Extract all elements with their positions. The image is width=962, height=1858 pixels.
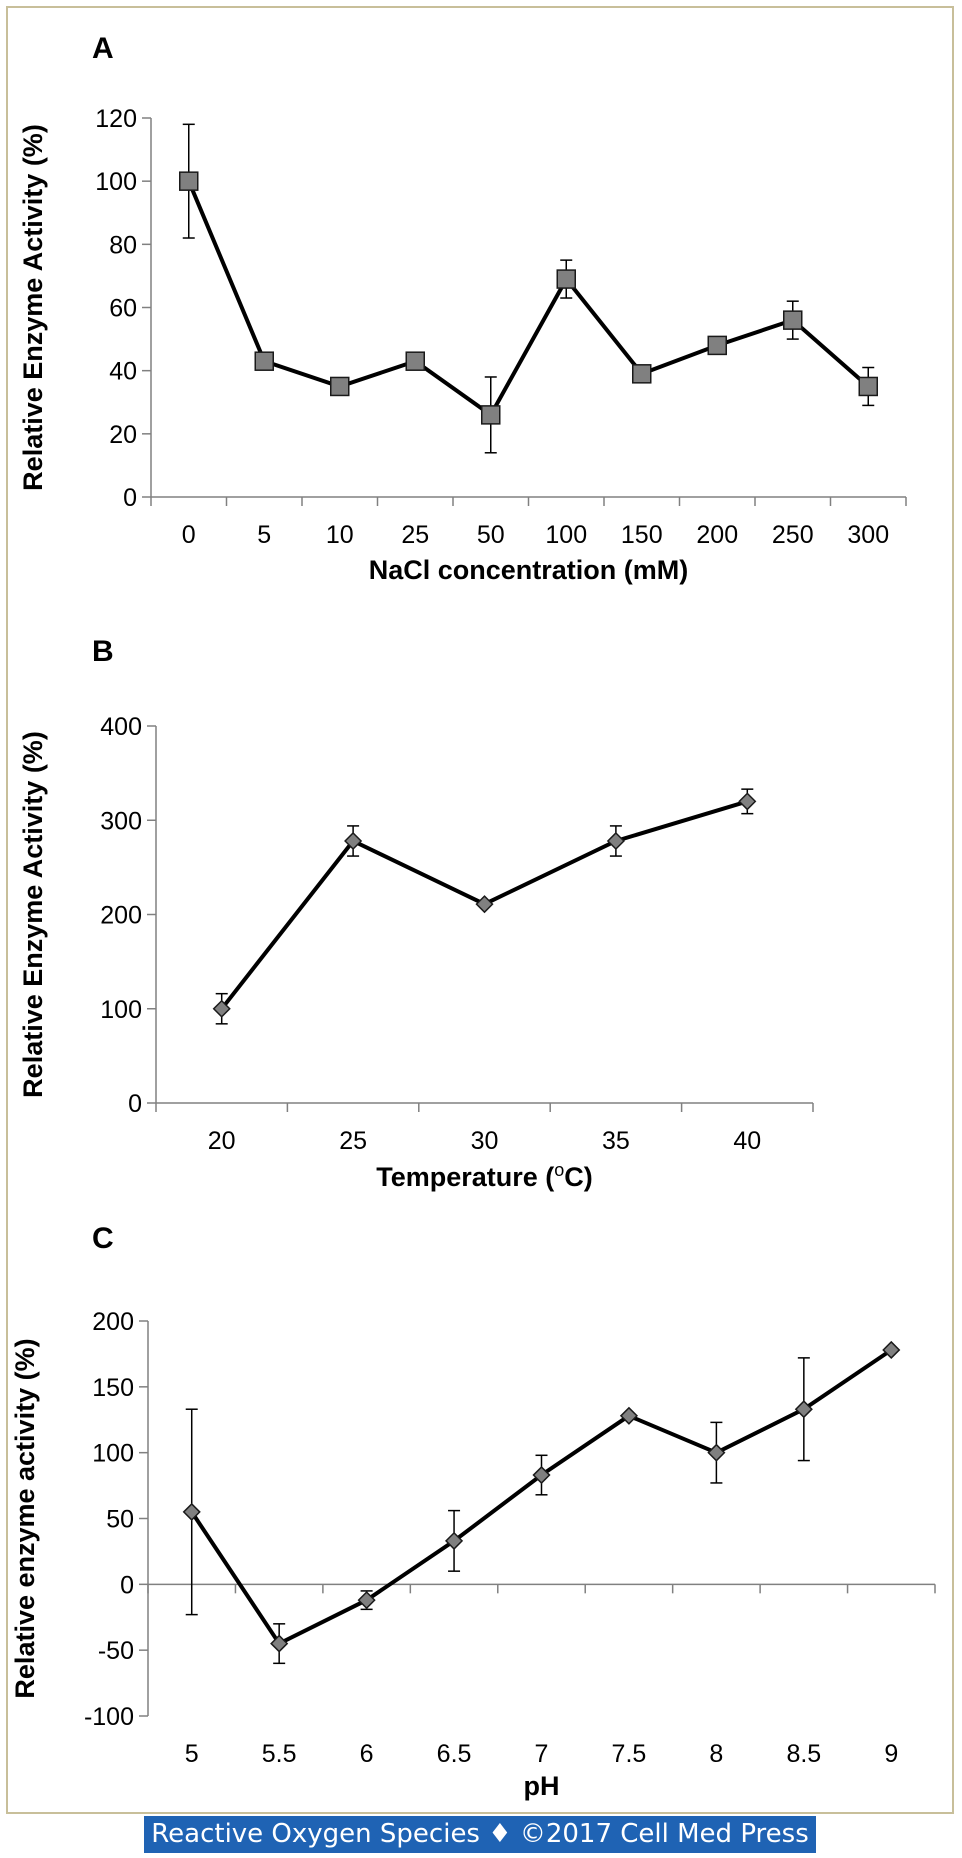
panel-c-label: C (92, 1222, 114, 1255)
panel-b-data-point (475, 895, 494, 914)
panel-a-label: A (92, 32, 114, 65)
panel-c-x-tick-label: 7 (535, 1740, 549, 1768)
panel-a-x-tick-label: 5 (257, 521, 271, 549)
panel-b-y-tick-label: 300 (100, 807, 142, 835)
panel-a-x-tick-label: 25 (401, 521, 429, 549)
panel-c-data-point (794, 1400, 813, 1419)
panel-c-x-tick-label: 8.5 (786, 1740, 821, 1768)
panel-a-y-tick-label: 20 (109, 421, 137, 449)
panel-c-y-tick-label: -100 (84, 1703, 134, 1731)
panel-c-data-point (270, 1634, 289, 1653)
panel-a-x-tick-label: 10 (326, 521, 354, 549)
panel-c-x-tick-label: 8 (709, 1740, 723, 1768)
panel-a-data-point (481, 405, 501, 425)
panel-b-x-tick-label: 40 (733, 1127, 761, 1155)
panel-c-data-point (882, 1340, 901, 1360)
panel-a-data-point (556, 269, 576, 289)
panel-c-data-point (357, 1591, 376, 1610)
panel-b-data-point (738, 792, 757, 811)
panel-a-y-tick-label: 80 (109, 231, 137, 259)
panel-a-series-line (186, 180, 870, 418)
panel-c-x-tick-label: 5.5 (262, 1740, 297, 1768)
panel-a-data-point (330, 376, 350, 397)
panel-b-y-axis-title: Relative Enzyme Activity (%) (18, 731, 48, 1098)
panel-b-y-tick-label: 200 (100, 902, 142, 930)
panel-a-x-tick-label: 200 (696, 521, 738, 549)
panel-c-x-tick-label: 6.5 (437, 1740, 472, 1768)
panel-a-data-point (405, 351, 425, 371)
panel-b-data-point (606, 831, 625, 851)
panel-c-data-point (444, 1531, 464, 1550)
panel-c-y-axis-title: Relative enzyme activity (%) (10, 1338, 40, 1698)
panel-a-data-point (179, 171, 199, 191)
panel-c-x-tick-label: 6 (360, 1740, 374, 1768)
panel-c-y-tick-label: 50 (106, 1506, 134, 1534)
panel-c-data-point (532, 1465, 551, 1485)
journal-footer: Reactive Oxygen Species ♦ ©2017 Cell Med… (144, 1816, 816, 1853)
panel-a-y-tick-label: 0 (123, 484, 137, 512)
panel-a-x-tick-label: 150 (621, 521, 663, 549)
panel-c-x-tick-label: 9 (884, 1740, 898, 1768)
panel-a-data-point (783, 310, 803, 330)
panel-b-x-tick-label: 30 (471, 1127, 499, 1155)
panel-a-y-tick-label: 60 (109, 295, 137, 323)
panel-c-x-tick-label: 5 (185, 1740, 199, 1768)
panel-a-data-point (254, 351, 274, 371)
panel-b-y-tick-label: 100 (100, 996, 142, 1024)
panel-c-series-line (190, 1348, 893, 1647)
panel-a-x-tick-label: 50 (477, 521, 505, 549)
panel-a-x-tick-label: 300 (847, 521, 889, 549)
panel-a-y-tick-label: 40 (109, 358, 137, 386)
panel-b-label: B (92, 635, 114, 668)
panel-b-y-tick-label: 0 (128, 1090, 142, 1118)
panel-c-x-axis-title: pH (524, 1771, 560, 1801)
panel-a-y-tick-label: 100 (95, 168, 137, 196)
panel-c-data-point (182, 1502, 201, 1521)
panel-a-x-tick-label: 100 (545, 521, 587, 549)
panel-a-data-point (632, 364, 652, 384)
panel-b-data-point (212, 999, 231, 1018)
panel-c-y-tick-label: 0 (120, 1571, 134, 1599)
panel-c-data-point (707, 1443, 726, 1462)
panel-a-y-axis-title: Relative Enzyme Activity (%) (18, 124, 48, 491)
panel-a-data-point (858, 376, 878, 397)
panel-a-x-tick-label: 0 (182, 521, 196, 549)
panel-b-x-tick-label: 25 (339, 1127, 367, 1155)
panel-b-x-tick-label: 20 (208, 1127, 236, 1155)
panel-a-x-axis-title: NaCl concentration (mM) (369, 555, 689, 585)
panel-a-data-point (707, 335, 727, 356)
panel-c-y-tick-label: -50 (98, 1637, 134, 1665)
panel-b-data-point (344, 831, 363, 851)
panel-b-x-tick-label: 35 (602, 1127, 630, 1155)
panel-b-x-axis-title: Temperature (oC) (376, 1160, 593, 1192)
panel-c-y-tick-label: 200 (92, 1308, 134, 1336)
panel-c-x-tick-label: 7.5 (612, 1740, 647, 1768)
panel-b-y-tick-label: 400 (100, 713, 142, 741)
panel-a-x-tick-label: 250 (772, 521, 814, 549)
figure-frame (6, 6, 954, 1814)
panel-c-data-point (619, 1406, 639, 1425)
panel-c-y-tick-label: 100 (92, 1440, 134, 1468)
panel-a-y-tick-label: 120 (95, 105, 137, 133)
panel-c-y-tick-label: 150 (92, 1374, 134, 1402)
